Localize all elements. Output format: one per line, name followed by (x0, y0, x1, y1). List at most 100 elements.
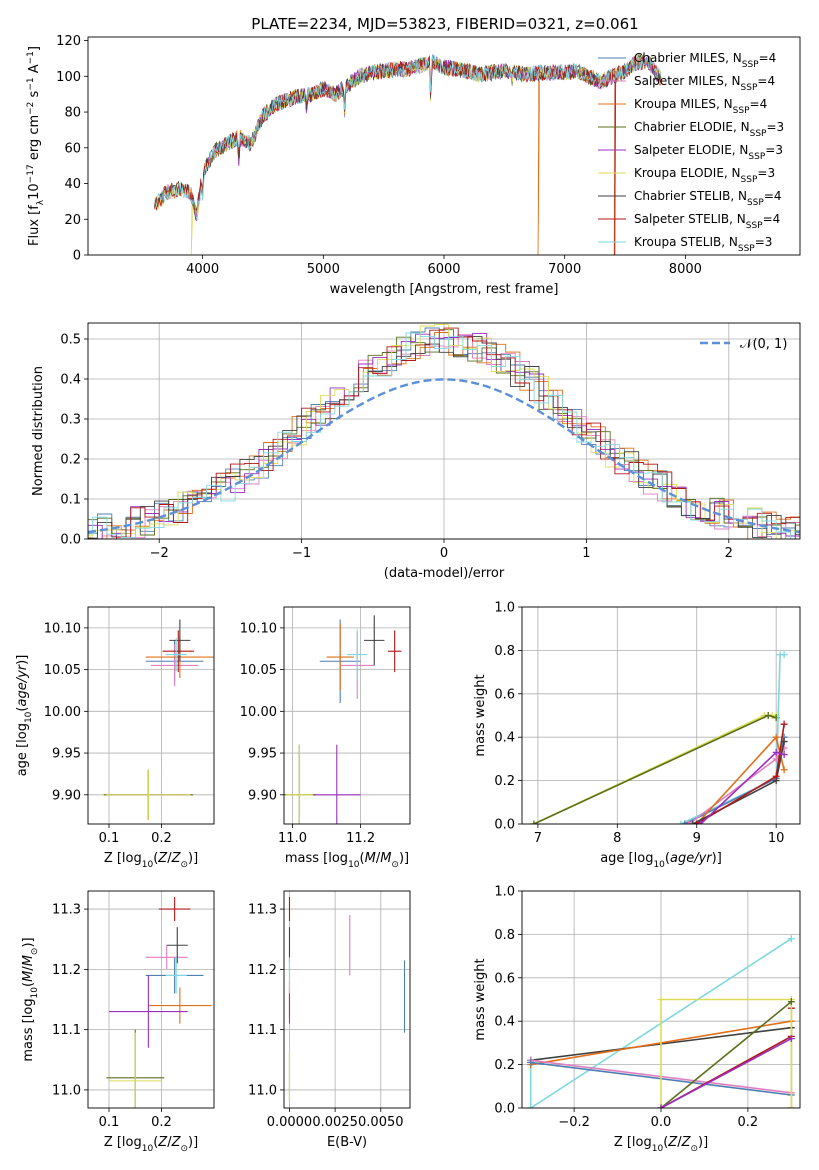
weight-marker (772, 748, 780, 756)
y-tick-label: 10.00 (240, 705, 277, 720)
plot-area (288, 897, 406, 1102)
weight-line (660, 1037, 792, 1108)
x-axis-label: Z [log10(Z/Z⊙)] (104, 1135, 198, 1154)
x-tick-label: 6000 (427, 262, 460, 277)
x-tick-label: 5000 (307, 262, 340, 277)
x-tick-label: 10 (768, 831, 785, 846)
weight-marker (787, 998, 795, 1006)
y-tick-label: 11.0 (248, 1083, 277, 1098)
histogram-kroupa-miles (88, 332, 800, 539)
y-tick-label: 10.05 (44, 663, 81, 678)
legend-label: Salpeter STELIB, NSSP=4 (634, 212, 780, 231)
x-tick-label: 8000 (669, 262, 702, 277)
weight-marker (689, 820, 697, 824)
panel-residuals: −2 −1 0 1 2 0.0 0.1 0.2 0.3 0.4 0.5 𝒩(0, 1) (data-mo… (31, 322, 801, 581)
y-tick-label: 0.1 (60, 493, 81, 508)
x-axis-label: mass [log10(M/M⊙)] (285, 851, 409, 870)
histogram-kroupa-stelib (88, 332, 800, 539)
x-tick-label: 0.2 (151, 1115, 172, 1130)
x-tick-label: −2 (150, 546, 169, 561)
x-tick-label: 1 (582, 546, 590, 561)
legend-label: Salpeter ELODIE, NSSP=3 (634, 143, 783, 162)
y-tick-label: 0.3 (60, 413, 81, 428)
y-tick-label: 11.0 (52, 1083, 81, 1098)
y-axis-label: Flux [fλ10−17 erg cm−2 s−1 A−1] (26, 46, 46, 246)
weight-marker (697, 820, 705, 824)
y-tick-label: 0.5 (60, 333, 81, 348)
axes-frame (521, 606, 801, 825)
errorbar-kroupa-elodie (285, 744, 313, 824)
weight-marker (780, 651, 788, 659)
y-tick-label: 11.2 (52, 963, 81, 978)
y-axis-label: mass weight (473, 674, 488, 756)
errorbar-kroupa-stelib (165, 637, 187, 672)
y-tick-label: 120 (56, 34, 81, 49)
errorbar-chabrier-stelib (166, 927, 188, 964)
errorbar-salpeter-elodie (312, 744, 361, 824)
y-tick-label: 0.4 (494, 731, 515, 746)
y-tick-label: 11.3 (248, 903, 277, 918)
axes-frame (283, 890, 411, 1109)
weight-marker (787, 935, 795, 943)
legend-label: 𝒩(0, 1) (740, 337, 787, 352)
weight-series-salpeter-stelib (657, 1004, 795, 1108)
panel-age-vs-mass: 11.0 11.2 9.90 9.95 10.00 10.05 10.10 mass [log… (240, 606, 411, 870)
spectrum-line-kroupa-elodie (190, 55, 662, 255)
axes-frame (87, 606, 215, 825)
histogram-salpeter-stelib (88, 327, 800, 539)
y-tick-label: 10.10 (240, 621, 277, 636)
normal-curve (88, 378, 800, 534)
x-tick-label: 0.0025 (312, 1115, 358, 1130)
x-tick-label: 0.2 (151, 831, 172, 846)
plot-area (530, 651, 788, 824)
plot-area (106, 897, 212, 1108)
spectrum-line-salpeter-stelib (154, 54, 616, 255)
x-tick-label: 0.0000 (267, 1115, 313, 1130)
axes-frame (87, 36, 801, 256)
chart-layer: 4000 5000 6000 7000 8000020406080100120Chabr… (15, 34, 801, 1154)
weight-marker (772, 733, 780, 741)
x-tick-label: 0.2 (738, 1115, 759, 1130)
y-tick-label: 9.90 (52, 788, 81, 803)
weight-marker (681, 820, 689, 824)
y-tick-label: 11.1 (248, 1023, 277, 1038)
x-tick-label: 9 (693, 831, 701, 846)
weight-marker (772, 772, 780, 780)
x-tick-label: 0.0050 (358, 1115, 404, 1130)
grid (88, 607, 214, 824)
y-tick-label: 9.95 (52, 747, 81, 762)
x-tick-label: 4000 (186, 262, 219, 277)
x-tick-label: 0.1 (99, 831, 120, 846)
x-tick-label: 11.2 (346, 831, 375, 846)
y-axis-label: mass weight (473, 958, 488, 1040)
legend-label: Salpeter MILES, NSSP=4 (634, 74, 775, 93)
x-axis-label: E(B-V) (327, 1135, 367, 1150)
y-tick-label: 11.1 (52, 1023, 81, 1038)
errorbar-kroupa-miles (326, 623, 354, 691)
y-tick-label: 100 (56, 70, 81, 85)
weight-marker (530, 820, 538, 824)
plot-area (103, 619, 214, 820)
legend-label: Kroupa MILES, NSSP=4 (634, 97, 767, 116)
weight-marker (780, 766, 788, 774)
weight-marker (527, 1058, 535, 1066)
weight-marker (780, 751, 788, 759)
panel-mass-vs-Z: 0.1 0.2 11.0 11.1 11.2 11.3 Z [log10(Z/Z⊙)] mas… (21, 890, 215, 1154)
x-axis-label: Z [log10(Z/Z⊙)] (104, 851, 198, 870)
legend-label: Kroupa ELODIE, NSSP=3 (634, 166, 775, 185)
y-tick-label: 0.8 (494, 644, 515, 659)
plot-area (527, 935, 795, 1108)
x-tick-label: 8 (613, 831, 621, 846)
y-tick-label: 9.95 (248, 747, 277, 762)
x-axis-label: (data-model)/error (384, 566, 505, 581)
y-tick-label: 0 (73, 249, 81, 264)
weight-line (660, 998, 793, 1108)
errorbar-kroupa-miles (148, 987, 212, 1024)
y-tick-label: 60 (64, 141, 81, 156)
grid (88, 323, 800, 540)
legend-label: Chabrier ELODIE, NSSP=3 (634, 120, 784, 139)
y-tick-label: 0.2 (494, 1058, 515, 1073)
weight-series-salpeter-elodie (697, 748, 788, 824)
spectrum-line-kroupa-miles (537, 64, 616, 255)
errorbar-salpeter-elodie (109, 975, 188, 1048)
